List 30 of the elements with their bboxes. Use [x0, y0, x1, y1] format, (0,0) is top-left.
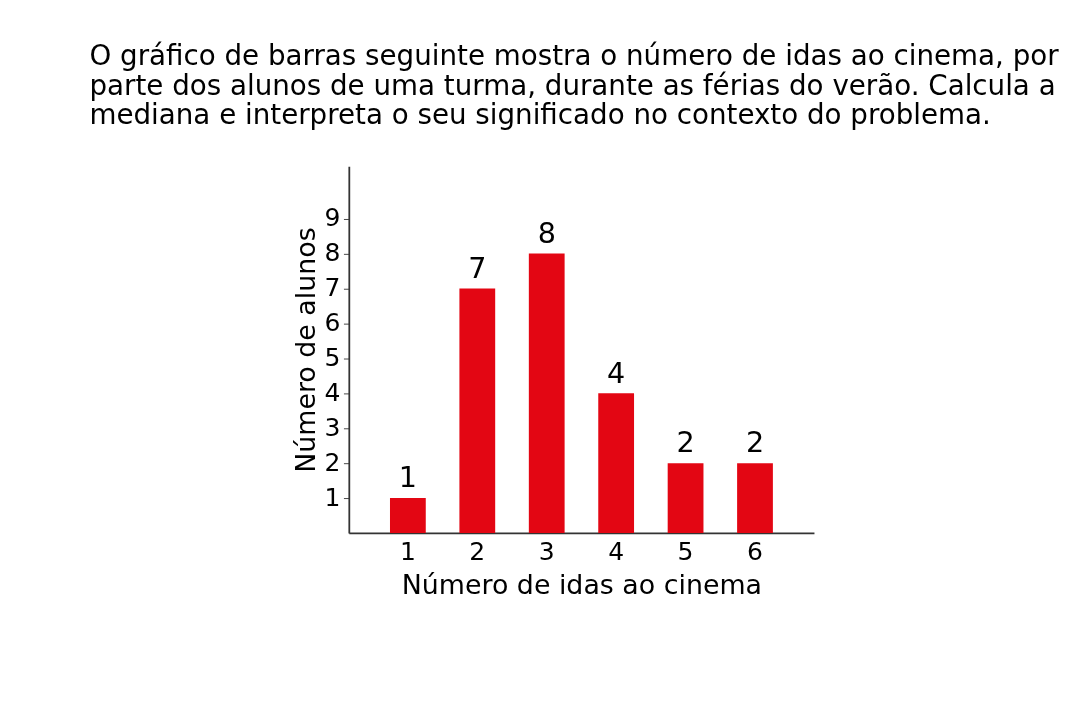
data-label: 1 [398, 460, 417, 495]
y-axis-title: Número de alunos [290, 227, 322, 473]
y-tick-label: 5 [324, 342, 341, 372]
y-tick-label: 4 [324, 377, 341, 407]
x-tick-label: 2 [469, 537, 486, 567]
x-tick-label: 6 [747, 537, 763, 567]
bar [598, 393, 635, 533]
bar [667, 463, 704, 533]
x-tick-label: 4 [608, 537, 625, 567]
x-tick-label: 5 [677, 537, 694, 567]
data-label: 2 [745, 425, 765, 460]
data-label: 2 [676, 425, 695, 460]
data-label: 8 [537, 215, 556, 250]
y-tick-label: 6 [324, 308, 341, 338]
y-tick-label: 1 [324, 482, 341, 512]
y-tick-label: 3 [324, 412, 341, 442]
data-label: 4 [607, 355, 626, 390]
bar [737, 463, 773, 533]
y-tick-label: 7 [324, 273, 341, 303]
y-tick-label: 2 [324, 447, 341, 477]
bar [459, 288, 496, 533]
chart-title: O gráfico de barras seguinte mostra o número de idas ao cinema, por parte dos alunos de uma turma, durante as férias do verão. Calcula a mediana e interpreta o seu significado no contexto do problema. [89, 39, 1060, 132]
y-tick-label: 9 [324, 203, 341, 233]
y-tick-label: 8 [324, 238, 341, 268]
bar [528, 253, 565, 533]
data-label: 7 [468, 250, 487, 285]
x-tick-label: 3 [538, 537, 555, 567]
bar [389, 498, 426, 533]
x-axis-title: Número de idas ao cinema [401, 569, 763, 601]
x-tick-label: 1 [399, 537, 416, 567]
